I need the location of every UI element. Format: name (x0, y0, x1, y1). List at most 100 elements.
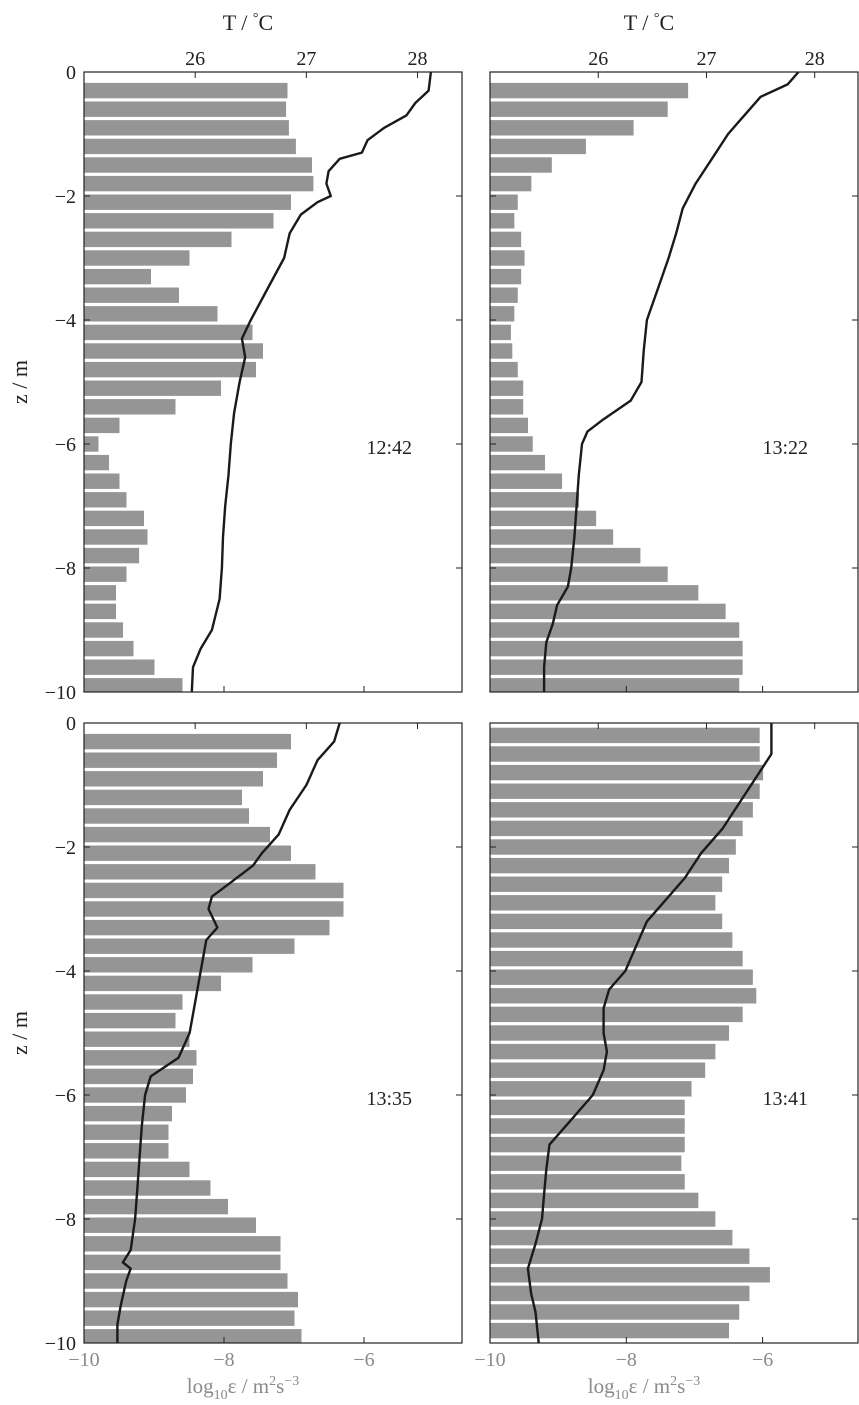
axis-label-part: −3 (685, 1374, 700, 1389)
panel-frame (83, 71, 463, 693)
dissipation-bar (84, 566, 127, 582)
dissipation-bar (84, 1291, 298, 1308)
dissipation-bar (84, 213, 274, 229)
dissipation-bar (84, 194, 291, 210)
dissipation-bar (490, 1304, 740, 1320)
z-tick-label: −8 (55, 558, 76, 580)
dissipation-bar (490, 895, 716, 911)
dissipation-bar (490, 324, 511, 341)
plot-area (490, 723, 773, 1343)
dissipation-bar (490, 746, 760, 762)
dissipation-bar (490, 1118, 685, 1134)
axis-label-text: T / (624, 10, 654, 35)
panel-time-label: 13:41 (762, 1088, 808, 1110)
dissipation-bar (84, 138, 296, 155)
dissipation-bar (84, 1217, 256, 1233)
dissipation-bar (490, 510, 597, 527)
panel-frame (83, 722, 463, 1344)
dissipation-bar (490, 1285, 750, 1302)
panel-frame (489, 71, 859, 693)
temperature-tick-label: 27 (696, 48, 716, 70)
dissipation-bar (490, 1211, 716, 1227)
dissipation-bar (84, 1254, 281, 1271)
dissipation-bar (84, 250, 190, 266)
plot-area (84, 723, 344, 1343)
dissipation-bar (490, 101, 668, 117)
dissipation-tick-label: −6 (353, 1349, 374, 1371)
panel-time-label: 13:35 (366, 1088, 412, 1110)
dissipation-bar (490, 603, 726, 620)
z-tick-label: −2 (55, 186, 76, 208)
dissipation-bar (490, 1267, 770, 1283)
dissipation-bar (84, 1012, 176, 1029)
dissipation-axis-label: log10ε / m2s−3 (588, 1374, 700, 1403)
dissipation-bar (84, 585, 116, 601)
dissipation-bar (490, 1322, 730, 1339)
temperature-axis-label: T / °C (624, 10, 674, 35)
dissipation-bar (84, 733, 291, 750)
axis-label-unit: C (660, 10, 675, 35)
dissipation-bar (490, 1229, 733, 1246)
dissipation-bar (84, 957, 253, 973)
dissipation-bar (490, 820, 743, 837)
dissipation-bar (490, 585, 699, 601)
dissipation-bar (84, 157, 312, 173)
dissipation-bar (84, 826, 270, 843)
dissipation-bar (490, 343, 513, 359)
dissipation-bar (490, 764, 764, 781)
dissipation-bar (84, 882, 344, 899)
dissipation-bar (490, 231, 522, 248)
dissipation-bar (84, 808, 249, 824)
axis-label-unit: C (259, 10, 274, 35)
dissipation-bar (490, 950, 743, 967)
dissipation-bar (490, 659, 743, 675)
dissipation-tick-label: −8 (213, 1349, 234, 1371)
dissipation-bar (490, 566, 668, 582)
dissipation-bar (84, 678, 183, 692)
dissipation-bar (490, 932, 733, 948)
dissipation-bar (490, 473, 563, 489)
axis-label-part: 10 (214, 1388, 228, 1403)
dissipation-bar (84, 603, 116, 620)
dissipation-bar (84, 436, 99, 452)
panel-1341: −10 −8 −6 13:41 log10ε / m2s−3 (474, 722, 859, 1403)
dissipation-bar (84, 380, 221, 396)
dissipation-bar (84, 771, 263, 787)
dissipation-bar (84, 845, 291, 861)
dissipation-bar (84, 1124, 169, 1140)
temperature-tick-label: 27 (296, 48, 316, 70)
dissipation-bar (84, 287, 179, 303)
dissipation-bar (490, 399, 524, 415)
dissipation-bar (490, 988, 757, 1004)
z-tick-label: −2 (55, 837, 76, 859)
dissipation-bar (84, 454, 109, 471)
dissipation-bar (490, 1062, 706, 1078)
dissipation-bar (490, 622, 740, 638)
dissipation-bar (84, 101, 287, 117)
dissipation-bar (84, 1105, 172, 1122)
dissipation-bar (490, 802, 753, 818)
dissipation-bar (84, 492, 127, 508)
dissipation-bar (84, 864, 316, 880)
dissipation-bar (84, 622, 123, 638)
dissipation-bar (490, 213, 515, 229)
dissipation-bar (490, 417, 528, 434)
dissipation-bar (84, 82, 288, 99)
temperature-profile-line (542, 72, 800, 692)
dissipation-bar (84, 1198, 228, 1215)
dissipation-bar (84, 361, 256, 378)
dissipation-bar (84, 547, 140, 564)
dissipation-bar (490, 194, 518, 210)
dissipation-bar (490, 287, 518, 303)
axis-label-part: ε / m (228, 1374, 270, 1398)
dissipation-tick-label: −6 (752, 1349, 773, 1371)
dissipation-axis-label: log10ε / m2s−3 (187, 1374, 299, 1403)
axis-label-text: T / (223, 10, 253, 35)
axis-label-part: s (677, 1374, 685, 1398)
axis-label-part: s (276, 1374, 284, 1398)
temperature-profile-line (190, 72, 433, 692)
dissipation-bar (490, 969, 753, 985)
z-tick-label: −8 (55, 1209, 76, 1231)
